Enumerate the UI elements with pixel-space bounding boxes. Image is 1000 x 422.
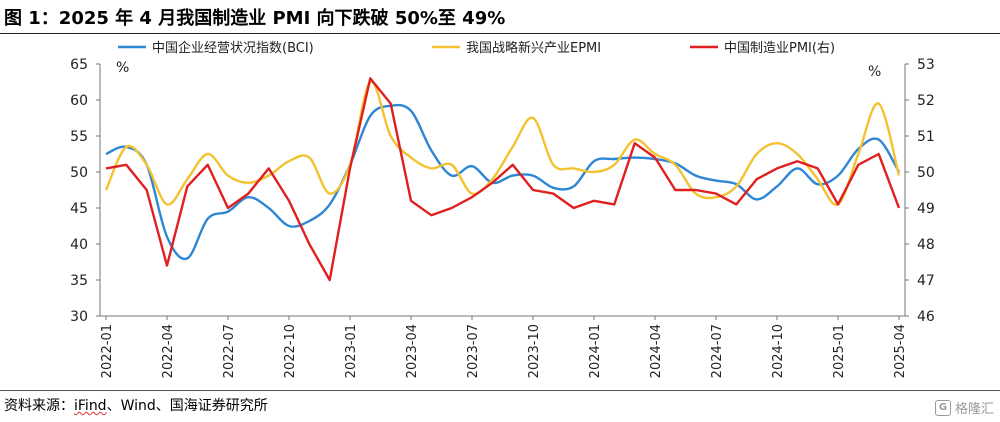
legend-label: 我国战略新兴产业EPMI [466, 40, 601, 56]
left-axis-unit: % [116, 60, 129, 76]
watermark: G 格隆汇 [934, 398, 994, 417]
line-chart: 30 35 40 45 50 55 60 65 46 47 48 49 50 51 52 53 2022-01 2… [70, 40, 935, 378]
watermark-logo-icon: G [934, 399, 951, 416]
left-tick-label: 35 [70, 273, 88, 289]
chart-lines [104, 77, 901, 282]
x-tick-label: 2024-10 [771, 324, 786, 378]
right-tick-label: 48 [917, 237, 935, 253]
left-tick-label: 50 [70, 165, 88, 181]
x-tick-label: 2024-07 [710, 324, 725, 378]
right-tick-label: 53 [917, 57, 935, 73]
x-tick-label: 2022-10 [283, 324, 298, 378]
x-tick-label: 2022-01 [100, 324, 115, 378]
source-note: 资料来源：iFind、Wind、国海证券研究所 [4, 395, 268, 415]
x-tick-label: 2022-07 [222, 324, 237, 378]
left-tick-label: 55 [70, 129, 88, 145]
right-tick-label: 51 [917, 129, 935, 145]
right-tick-label: 50 [917, 165, 935, 181]
left-tick-label: 60 [70, 93, 88, 109]
source-ifind: iFind [74, 398, 107, 414]
left-tick-label: 30 [70, 309, 88, 325]
legend-label: 中国制造业PMI(右) [724, 41, 835, 56]
series-line-3 [105, 77, 901, 282]
x-tick-label: 2022-04 [161, 324, 176, 378]
series-line-1 [105, 103, 901, 261]
chart-axes: 30 35 40 45 50 55 60 65 46 47 48 49 50 51 52 53 2022-01 2… [70, 57, 935, 378]
chart-legend: 中国企业经营状况指数(BCI) 我国战略新兴产业EPMI 中国制造业PMI(右) [118, 40, 835, 56]
series-line-2 [104, 80, 901, 207]
right-axis-unit: % [868, 64, 881, 80]
left-tick-label: 65 [70, 57, 88, 73]
x-tick-label: 2023-04 [405, 324, 420, 378]
source-rest: 、Wind、国海证券研究所 [106, 398, 268, 414]
x-tick-label: 2024-04 [649, 324, 664, 378]
x-tick-label: 2023-07 [466, 324, 481, 378]
source-prefix: 资料来源： [4, 398, 74, 414]
figure-title: 图 1：2025 年 4 月我国制造业 PMI 向下跌破 50%至 49% [4, 8, 506, 29]
left-tick-label: 40 [70, 237, 88, 253]
right-tick-label: 52 [917, 93, 935, 109]
x-tick-label: 2023-10 [527, 324, 542, 378]
title-divider [0, 33, 1000, 34]
left-tick-label: 45 [70, 201, 88, 217]
title-bar: 图 1：2025 年 4 月我国制造业 PMI 向下跌破 50%至 49% [0, 0, 1000, 34]
x-tick-label: 2025-04 [893, 324, 908, 378]
x-tick-label: 2025-01 [832, 324, 847, 378]
x-tick-label: 2024-01 [588, 324, 603, 378]
legend-label: 中国企业经营状况指数(BCI) [152, 40, 314, 56]
right-tick-label: 46 [917, 309, 935, 325]
watermark-text: 格隆汇 [954, 402, 994, 417]
x-tick-label: 2023-01 [344, 324, 359, 378]
footer-divider [0, 390, 1000, 391]
right-tick-label: 49 [917, 201, 935, 217]
right-tick-label: 47 [917, 273, 935, 289]
